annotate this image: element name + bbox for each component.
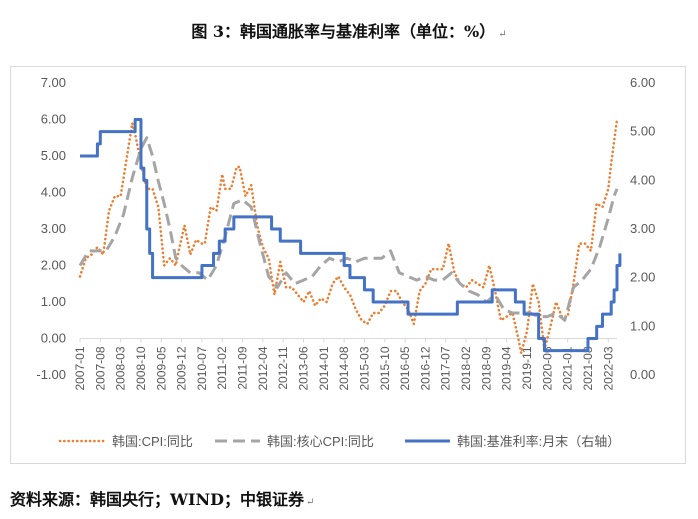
- x-tick-label: 2012-04: [256, 346, 270, 390]
- y-tick-label-right: 2.00: [630, 270, 655, 285]
- y-tick-label-right: 0.00: [630, 367, 655, 382]
- y-tick-label-left: 7.00: [41, 75, 66, 90]
- x-tick-label: 2022-03: [601, 346, 615, 390]
- x-tick-label: 2019-11: [520, 346, 534, 389]
- x-tick-label: 2021-08: [581, 346, 595, 390]
- source-text: 资料来源：韩国央行；WIND；中银证券: [10, 490, 304, 509]
- y-tick-label-left: 0.00: [41, 331, 66, 346]
- source-note: 资料来源：韩国央行；WIND；中银证券 ↵: [10, 486, 314, 510]
- x-tick-label: 2021-01: [561, 346, 575, 390]
- x-tick-label: 2014-01: [317, 346, 331, 390]
- y-tick-label-left: 2.00: [41, 258, 66, 273]
- x-tick-label: 2009-12: [175, 346, 189, 390]
- x-tick-label: 2013-06: [297, 346, 311, 390]
- chart-frame: [10, 66, 686, 464]
- y-tick-label-right: 5.00: [630, 124, 655, 139]
- y-tick-label-right: 6.00: [630, 75, 655, 90]
- y-tick-label-right: 1.00: [630, 318, 655, 333]
- x-tick-label: 2014-08: [337, 346, 351, 390]
- x-tick-label: 2015-03: [357, 346, 371, 390]
- y-tick-label-right: 4.00: [630, 172, 655, 187]
- y-tick-label-left: 4.00: [41, 185, 66, 200]
- legend-label-1: 韩国:CPI:同比: [112, 434, 193, 449]
- y-tick-label-left: 3.00: [41, 221, 66, 236]
- x-tick-label: 2019-04: [500, 346, 514, 390]
- x-tick-label: 2020-06: [540, 346, 554, 390]
- legend-label-2: 韩国:核心CPI:同比: [267, 434, 374, 449]
- series-line-1: [78, 118, 619, 355]
- x-tick-label: 2017-07: [439, 346, 453, 390]
- x-tick-label: 2011-02: [215, 346, 229, 389]
- x-tick-label: 2018-09: [479, 346, 493, 390]
- x-tick-label: 2008-10: [134, 346, 148, 390]
- x-tick-label: 2018-02: [459, 346, 473, 390]
- x-tick-label: 2016-12: [418, 346, 432, 390]
- y-tick-label-left: 6.00: [41, 112, 66, 127]
- x-tick-label: 2008-03: [114, 346, 128, 390]
- x-tick-label: 2011-09: [236, 346, 250, 389]
- x-tick-label: 2007-01: [73, 346, 87, 390]
- x-tick-label: 2012-11: [276, 346, 290, 389]
- y-tick-label-left: 1.00: [41, 294, 66, 309]
- chart-title: 图 3：韩国通胀率与基准利率（单位：%） ↵: [0, 18, 698, 42]
- x-tick-label: 2015-10: [378, 346, 392, 390]
- y-tick-label-left: -1.00: [36, 367, 66, 382]
- legend-label-3: 韩国:基准利率:月末（右轴）: [457, 434, 620, 449]
- x-tick-label: 2007-08: [93, 346, 107, 390]
- paragraph-mark-icon: ↵: [305, 497, 315, 508]
- paragraph-mark-icon: ↵: [498, 29, 507, 40]
- chart-title-text: 图 3：韩国通胀率与基准利率（单位：%）: [191, 22, 496, 41]
- series-line-3: [80, 118, 622, 353]
- y-tick-label-right: 3.00: [630, 221, 655, 236]
- y-tick-label-left: 5.00: [41, 148, 66, 163]
- x-tick-label: 2010-07: [195, 346, 209, 390]
- x-tick-label: 2009-05: [154, 346, 168, 390]
- x-tick-label: 2016-05: [398, 346, 412, 390]
